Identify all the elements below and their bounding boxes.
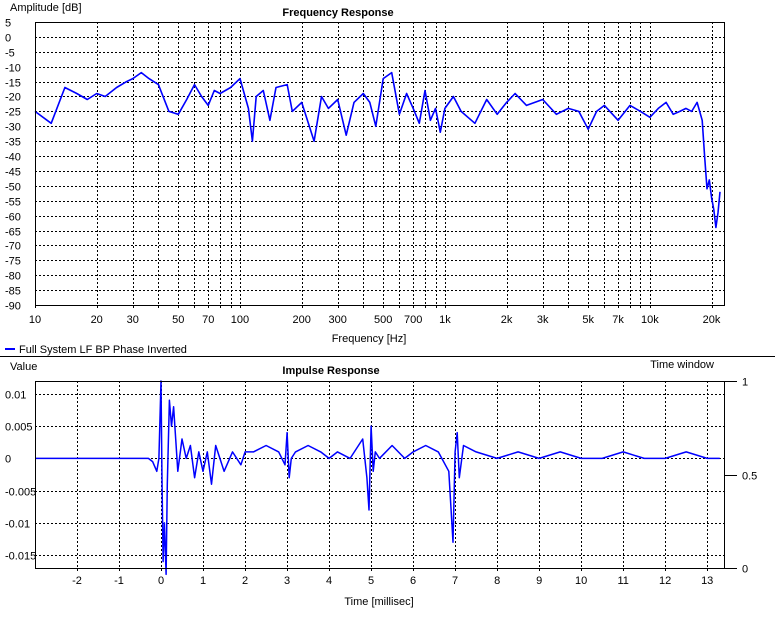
frequency-xtick-label: 30 bbox=[127, 314, 139, 326]
frequency-ytick-label: -40 bbox=[5, 152, 21, 164]
frequency-xtick-label: 700 bbox=[404, 314, 422, 326]
frequency-ytick-label: -25 bbox=[5, 107, 21, 119]
frequency-title: Frequency Response bbox=[282, 7, 393, 19]
impulse-xtick-label: 5 bbox=[368, 575, 374, 587]
time-window-tick-label: 0 bbox=[742, 564, 748, 576]
frequency-xtick-label: 3k bbox=[537, 314, 549, 326]
frequency-response-line bbox=[34, 71, 721, 229]
time-window-axis: 10.50 bbox=[724, 377, 757, 576]
impulse-xtick-label: 7 bbox=[452, 575, 458, 587]
impulse-series bbox=[35, 380, 720, 576]
impulse-plot-frame bbox=[35, 381, 725, 569]
frequency-xtick-label: 10k bbox=[641, 314, 659, 326]
impulse-xlabel: Time [millisec] bbox=[344, 596, 413, 608]
frequency-ytick-label: -75 bbox=[5, 256, 21, 268]
time-window-label: Time window bbox=[650, 359, 714, 371]
impulse-xtick-label: 6 bbox=[410, 575, 416, 587]
frequency-ytick-label: -35 bbox=[5, 137, 21, 149]
impulse-xtick-label: 11 bbox=[617, 575, 628, 587]
impulse-xtick-label: 13 bbox=[701, 575, 713, 587]
frequency-ytick-label: -5 bbox=[5, 48, 15, 60]
frequency-xtick-label: 2k bbox=[501, 314, 513, 326]
frequency-ytick-label: -70 bbox=[5, 241, 21, 253]
frequency-ytick-label: 0 bbox=[5, 33, 11, 45]
frequency-xtick-label: 10 bbox=[29, 314, 41, 326]
frequency-xtick-label: 100 bbox=[231, 314, 249, 326]
impulse-xtick-label: 2 bbox=[242, 575, 248, 587]
frequency-xtick-label: 20 bbox=[91, 314, 103, 326]
frequency-xtick-label: 200 bbox=[292, 314, 310, 326]
frequency-ytick-label: -80 bbox=[5, 271, 21, 283]
frequency-series bbox=[34, 71, 721, 229]
frequency-plot-frame bbox=[35, 22, 725, 306]
frequency-xtick-label: 20k bbox=[703, 314, 721, 326]
time-window-tick-label: 0.5 bbox=[742, 471, 757, 483]
frequency-tick-labels: 50-5-10-15-20-25-30-35-40-45-50-55-60-65… bbox=[5, 18, 721, 327]
impulse-ytick-label: 0.005 bbox=[5, 422, 33, 434]
frequency-xtick-label: 5k bbox=[582, 314, 594, 326]
impulse-ylabel: Value bbox=[10, 361, 37, 373]
impulse-ytick-label: 0.01 bbox=[5, 390, 26, 402]
impulse-grid bbox=[35, 381, 724, 572]
frequency-ytick-label: -90 bbox=[5, 301, 21, 313]
frequency-ytick-label: -65 bbox=[5, 227, 21, 239]
frequency-xtick-label: 50 bbox=[172, 314, 184, 326]
impulse-xtick-label: 3 bbox=[284, 575, 290, 587]
frequency-ytick-label: -55 bbox=[5, 197, 21, 209]
frequency-xtick-label: 70 bbox=[202, 314, 214, 326]
frequency-ytick-label: 5 bbox=[5, 18, 11, 30]
impulse-ytick-label: -0.015 bbox=[5, 551, 36, 563]
impulse-ytick-label: -0.01 bbox=[5, 519, 30, 531]
frequency-ytick-label: -60 bbox=[5, 212, 21, 224]
impulse-xtick-label: 9 bbox=[536, 575, 542, 587]
frequency-ytick-label: -15 bbox=[5, 78, 21, 90]
impulse-xtick-label: -2 bbox=[72, 575, 82, 587]
frequency-ytick-label: -50 bbox=[5, 182, 21, 194]
legend-label: Full System LF BP Phase Inverted bbox=[19, 344, 187, 356]
frequency-xtick-label: 300 bbox=[329, 314, 347, 326]
frequency-xlabel: Frequency [Hz] bbox=[332, 333, 407, 345]
frequency-ytick-label: -45 bbox=[5, 167, 21, 179]
frequency-ytick-label: -85 bbox=[5, 286, 21, 298]
impulse-title: Impulse Response bbox=[282, 365, 379, 377]
frequency-xtick-label: 7k bbox=[612, 314, 624, 326]
frequency-grid bbox=[35, 22, 724, 309]
impulse-xtick-label: 0 bbox=[158, 575, 164, 587]
impulse-xtick-label: 12 bbox=[659, 575, 671, 587]
frequency-ytick-label: -20 bbox=[5, 92, 21, 104]
impulse-xtick-label: 4 bbox=[326, 575, 332, 587]
impulse-ytick-label: 0 bbox=[5, 454, 11, 466]
frequency-ylabel: Amplitude [dB] bbox=[10, 2, 82, 14]
impulse-ytick-label: -0.005 bbox=[5, 487, 36, 499]
time-window-tick-label: 1 bbox=[742, 377, 748, 389]
impulse-xtick-label: -1 bbox=[114, 575, 124, 587]
frequency-xtick-label: 1k bbox=[439, 314, 451, 326]
impulse-response-line bbox=[35, 380, 720, 576]
impulse-xtick-label: 10 bbox=[575, 575, 587, 587]
frequency-ytick-label: -10 bbox=[5, 63, 21, 75]
frequency-xtick-label: 500 bbox=[374, 314, 392, 326]
frequency-ytick-label: -30 bbox=[5, 122, 21, 134]
impulse-xtick-label: 1 bbox=[200, 575, 206, 587]
impulse-xtick-label: 8 bbox=[494, 575, 500, 587]
